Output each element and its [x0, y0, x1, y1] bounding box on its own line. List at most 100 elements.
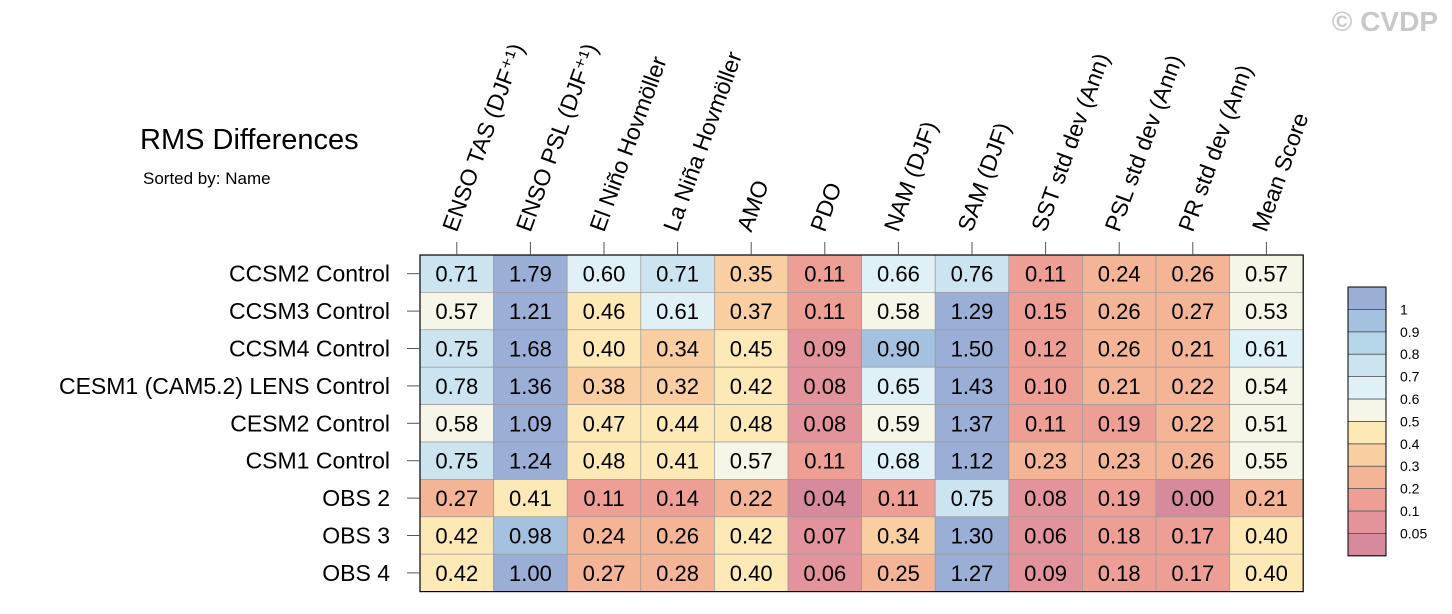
heatmap-cell	[1082, 479, 1157, 518]
cell-value-label: 0.42	[435, 524, 478, 549]
cell-value-label: 0.12	[1024, 337, 1067, 362]
cell-value-label: 1.36	[509, 374, 552, 399]
row-label: OBS 3	[322, 523, 390, 549]
colorbar-box	[1347, 376, 1387, 400]
cell-value-label: 0.75	[435, 337, 478, 362]
cell-value-label: 0.40	[1245, 524, 1288, 549]
heatmap-cell	[1082, 329, 1157, 368]
heatmap-cell	[1155, 404, 1230, 443]
heatmap-cell	[1155, 516, 1230, 555]
cell-value-label: 0.18	[1098, 524, 1141, 549]
cell-value-label: 1.30	[951, 524, 994, 549]
heatmap-cell	[419, 404, 494, 443]
cell-value-label: 0.53	[1245, 299, 1288, 324]
colorbar-label: 1	[1400, 301, 1408, 317]
heatmap-cell	[1008, 479, 1083, 518]
cell-value-label: 0.90	[877, 337, 920, 362]
cell-value-label: 0.23	[1024, 449, 1067, 474]
row-label: CCSM2 Control	[229, 261, 390, 287]
heatmap-cell	[1008, 292, 1083, 331]
cell-value-label: 0.34	[877, 524, 920, 549]
cell-value-label: 0.10	[1024, 374, 1067, 399]
column-label: Mean Score	[1247, 109, 1314, 234]
colorbar-label: 0.8	[1400, 346, 1420, 362]
heatmap-cell	[1082, 553, 1157, 592]
cell-value-label: 0.11	[804, 299, 845, 324]
colorbar-label: 0.5	[1400, 413, 1420, 429]
column-label: ENSO TAS (DJF⁺¹)	[437, 40, 529, 235]
cell-value-label: 0.58	[877, 299, 920, 324]
heatmap-cell	[419, 292, 494, 331]
cell-value-label: 0.11	[804, 449, 845, 474]
cell-value-label: 0.32	[656, 374, 699, 399]
heatmap-cell	[934, 254, 1010, 293]
cell-value-label: 0.41	[509, 486, 552, 511]
cell-value-label: 0.75	[951, 486, 994, 511]
cell-value-label: 0.71	[656, 262, 699, 287]
cell-value-label: 0.48	[583, 449, 626, 474]
cell-value-label: 0.58	[435, 411, 478, 436]
heatmap-cell	[566, 479, 642, 518]
column-label: PR std dev (Ann)	[1173, 61, 1257, 234]
cell-value-label: 0.21	[1245, 486, 1288, 511]
heatmap-cell	[1229, 553, 1304, 592]
heatmap-cell	[640, 441, 715, 480]
column-label: El Niño Hovmöller	[584, 53, 671, 235]
row-label: CCSM3 Control	[229, 298, 390, 324]
cell-value-label: 0.27	[583, 561, 626, 586]
heatmap-cell	[861, 292, 936, 331]
heatmap-cell	[714, 441, 789, 480]
heatmap-cell	[1082, 366, 1157, 405]
cell-value-label: 0.44	[656, 411, 699, 436]
heatmap-cell	[787, 479, 862, 518]
heatmap-cell	[1008, 441, 1083, 480]
cell-value-label: 1.24	[509, 449, 552, 474]
colorbar-box	[1347, 465, 1387, 490]
cell-value-label: 0.22	[730, 486, 773, 511]
colorbar-border	[1347, 286, 1387, 557]
cell-value-label: 1.79	[509, 262, 552, 287]
cell-value-label: 1.68	[509, 337, 552, 362]
heatmap-cell	[493, 441, 568, 480]
cell-value-label: 0.75	[435, 449, 478, 474]
heatmap-cell	[1155, 479, 1230, 518]
cell-value-label: 0.45	[730, 337, 773, 362]
cell-value-label: 0.54	[1245, 374, 1288, 399]
cell-value-label: 0.18	[1098, 561, 1141, 586]
row-label: CSM1 Control	[246, 448, 390, 474]
cell-value-label: 0.26	[1098, 337, 1141, 362]
heatmap-cell	[1008, 516, 1083, 555]
heatmap-cell	[1229, 329, 1304, 368]
cell-value-label: 0.57	[730, 449, 773, 474]
cell-value-label: 0.08	[1024, 486, 1067, 511]
cell-value-label: 0.15	[1024, 299, 1067, 324]
cell-value-label: 0.76	[951, 262, 994, 287]
heatmap-cell	[640, 553, 715, 592]
cell-value-label: 1.29	[951, 299, 994, 324]
cell-value-label: 0.09	[1024, 561, 1067, 586]
cell-value-label: 0.24	[583, 524, 626, 549]
cell-value-label: 0.00	[1171, 486, 1214, 511]
cell-value-label: 0.51	[1245, 411, 1288, 436]
cell-value-label: 0.66	[877, 262, 920, 287]
cell-value-label: 0.19	[1098, 411, 1141, 436]
cell-value-label: 1.50	[951, 337, 994, 362]
cell-value-label: 0.11	[1025, 411, 1066, 436]
colorbar-box	[1347, 286, 1387, 310]
cell-value-label: 1.27	[951, 561, 994, 586]
heatmap-cell	[861, 366, 936, 405]
cell-value-label: 1.37	[951, 411, 994, 436]
heatmap-cell	[934, 404, 1010, 443]
column-label: SST std dev (Ann)	[1026, 50, 1115, 235]
cell-value-label: 0.42	[435, 561, 478, 586]
colorbar-box	[1347, 510, 1387, 534]
cell-value-label: 0.17	[1171, 524, 1214, 549]
heatmap-cell	[714, 479, 789, 518]
heatmap-cell	[1082, 516, 1157, 555]
heatmap-cell	[934, 516, 1010, 555]
cell-value-label: 0.22	[1171, 411, 1214, 436]
heatmap-cell	[714, 553, 789, 592]
cell-value-label: 0.55	[1245, 449, 1288, 474]
cell-value-label: 1.12	[951, 449, 994, 474]
